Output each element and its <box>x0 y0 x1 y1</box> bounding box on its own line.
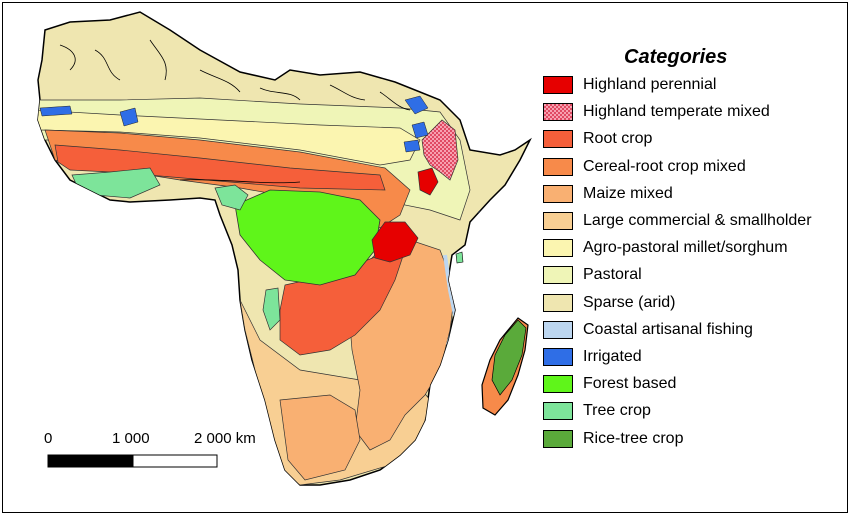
legend-item: Forest based <box>543 373 676 395</box>
legend-item: Rice-tree crop <box>543 428 683 450</box>
legend-swatch <box>543 266 573 285</box>
legend-label: Highland temperate mixed <box>583 103 770 121</box>
legend-label: Agro-pastoral millet/sorghum <box>583 239 788 257</box>
legend-item: Highland temperate mixed <box>543 101 770 123</box>
region-maize-mixed-south <box>279 394 361 481</box>
legend-item: Maize mixed <box>543 183 673 205</box>
region-tree-crop-congo <box>262 287 281 331</box>
region-highland-perennial-east <box>417 167 439 196</box>
legend-item: Root crop <box>543 128 652 150</box>
region-root-crop-central <box>279 249 406 356</box>
river-lines <box>59 39 411 184</box>
legend-title: Categories <box>624 46 728 68</box>
legend-label: Cereal-root crop mixed <box>583 157 746 175</box>
legend-item: Coastal artisanal fishing <box>543 319 753 341</box>
legend-swatch <box>543 429 573 448</box>
region-highland-temperate <box>421 119 459 181</box>
legend-swatch <box>543 130 573 149</box>
scale-bar <box>47 454 218 468</box>
legend-item: Pastoral <box>543 264 642 286</box>
legend-label: Irrigated <box>583 348 642 365</box>
region-irrigated-mali <box>119 107 139 127</box>
legend-item: Sparse (arid) <box>543 292 675 314</box>
legend-item: Agro-pastoral millet/sorghum <box>543 237 788 259</box>
region-forest-based <box>234 189 381 286</box>
legend-label: Coastal artisanal fishing <box>583 320 753 338</box>
region-tree-crop-gabon <box>214 184 249 211</box>
region-highland-perennial-central <box>371 221 419 263</box>
legend-item: Irrigated <box>543 346 642 368</box>
legend-item: Large commercial & smallholder <box>543 210 812 232</box>
scale-label-0: 0 <box>44 430 53 447</box>
legend-swatch <box>543 157 573 176</box>
legend-label: Root crop <box>583 130 653 148</box>
legend-swatch <box>543 293 573 312</box>
legend-swatch <box>543 239 573 258</box>
region-irrigated-sudan <box>411 121 429 139</box>
region-irrigated-nile <box>404 95 429 115</box>
legend-swatch <box>543 212 573 230</box>
legend-label: Rice-tree crop <box>583 429 684 447</box>
legend-item: Cereal-root crop mixed <box>543 156 746 178</box>
legend-label: Maize mixed <box>583 184 673 202</box>
legend-label: Sparse (arid) <box>583 293 676 311</box>
island-zanzibar <box>455 251 464 264</box>
legend-label: Highland perennial <box>583 76 717 93</box>
legend-label: Forest based <box>583 375 677 393</box>
legend-swatch <box>543 402 573 421</box>
region-irrigated-senegal <box>39 105 73 117</box>
legend-swatch <box>543 76 573 94</box>
legend-item: Highland perennial <box>543 74 716 96</box>
legend-swatch <box>543 375 573 394</box>
region-root-crop-west <box>54 144 386 191</box>
legend-label: Large commercial & smallholder <box>583 212 812 229</box>
legend-swatch <box>543 184 573 203</box>
scale-label-2000: 2 000 km <box>194 430 256 447</box>
legend-swatch <box>543 103 573 122</box>
legend-item: Tree crop <box>543 400 651 422</box>
madagascar-rice-tree <box>491 319 527 396</box>
legend-swatch <box>543 348 573 366</box>
scale-label-1000: 1 000 <box>112 430 150 447</box>
region-irrigated-ethiopia <box>403 139 421 153</box>
legend-label: Pastoral <box>583 266 642 284</box>
legend-swatch <box>543 320 573 339</box>
legend-label: Tree crop <box>583 402 651 420</box>
